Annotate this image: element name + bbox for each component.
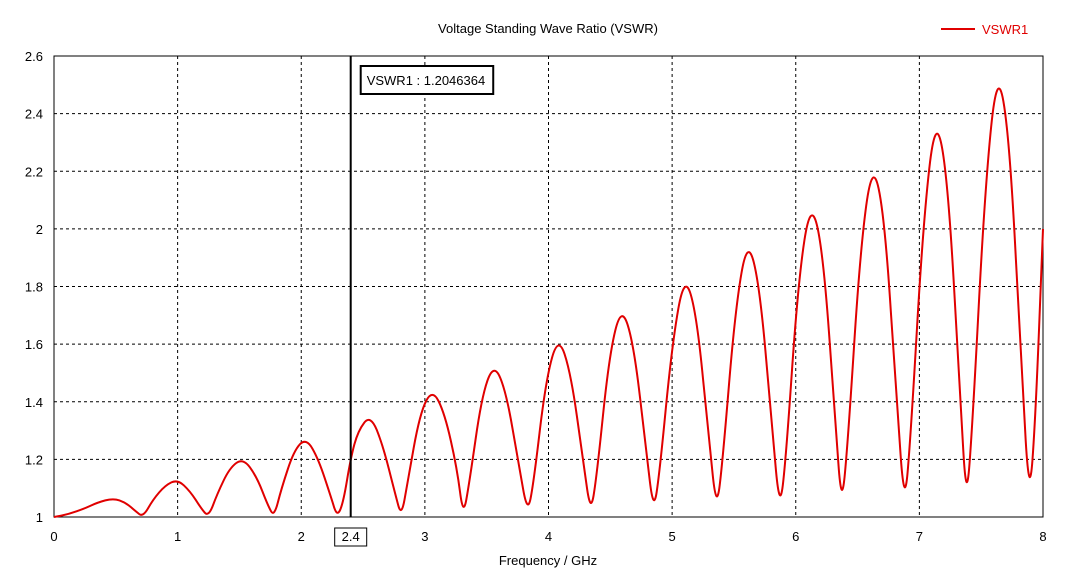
x-tick-label: 3 xyxy=(421,529,428,544)
x-axis-title: Frequency / GHz xyxy=(499,553,597,568)
y-tick-label: 2.6 xyxy=(25,49,43,64)
y-tick-label: 1.6 xyxy=(25,337,43,352)
x-tick-label: 2 xyxy=(298,529,305,544)
x-tick-label: 0 xyxy=(50,529,57,544)
y-tick-label: 2 xyxy=(36,222,43,237)
y-axis-tick-labels: 1 1.2 1.4 1.6 1.8 2 2.2 2.4 2.6 xyxy=(25,49,43,525)
legend-label-vswr1: VSWR1 xyxy=(982,22,1028,37)
marker-x-label-box xyxy=(334,527,368,547)
marker-readout[interactable]: VSWR1 : 1.2046364 xyxy=(359,65,495,95)
marker-readout-text: VSWR1 : 1.2046364 xyxy=(367,73,486,88)
y-tick-label: 1.2 xyxy=(25,452,43,467)
legend[interactable]: VSWR1 xyxy=(941,22,1028,37)
x-tick-label: 8 xyxy=(1039,529,1046,544)
marker-x-label-text: 2.4 xyxy=(342,529,360,544)
y-tick-label: 1.4 xyxy=(25,395,43,410)
y-tick-label: 1.8 xyxy=(25,280,43,295)
x-tick-label: 5 xyxy=(669,529,676,544)
y-tick-label: 2.4 xyxy=(25,107,43,122)
x-tick-label: 7 xyxy=(916,529,923,544)
series-line-vswr1 xyxy=(53,87,1044,518)
marker-readout-box xyxy=(359,65,495,95)
x-axis-tick-labels: 0 1 2 3 4 5 6 7 8 xyxy=(50,529,1046,544)
marker-x-label[interactable]: 2.4 xyxy=(334,527,368,547)
x-tick-label: 6 xyxy=(792,529,799,544)
x-tick-label: 4 xyxy=(545,529,552,544)
x-tick-label: 1 xyxy=(174,529,181,544)
chart-title: Voltage Standing Wave Ratio (VSWR) xyxy=(438,21,658,36)
y-tick-label: 1 xyxy=(36,510,43,525)
y-tick-label: 2.2 xyxy=(25,164,43,179)
